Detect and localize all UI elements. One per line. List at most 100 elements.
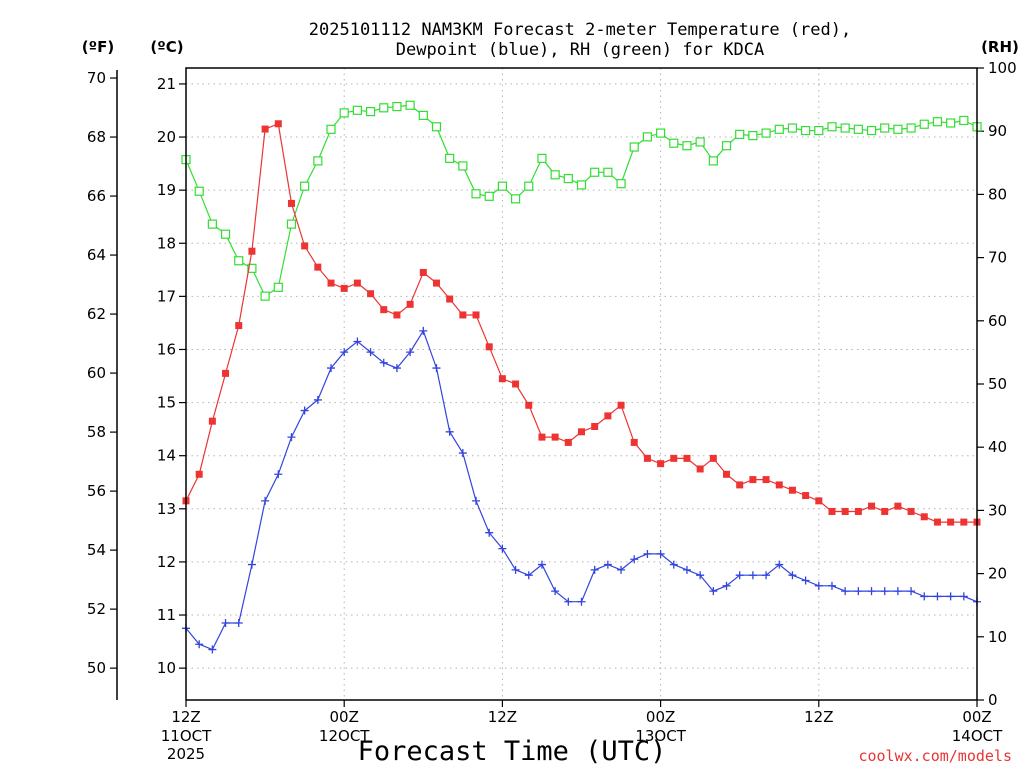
dewpoint-point [300, 406, 309, 415]
rh-series [181, 100, 982, 301]
fahrenheit-tick-label: 68 [87, 128, 106, 146]
dewpoint-point [656, 549, 665, 558]
rh-tick-label: 70 [988, 249, 1007, 267]
fahrenheit-tick-label: 50 [87, 659, 106, 677]
temperature-point [195, 470, 203, 478]
rh-point [405, 100, 415, 110]
rh-point [300, 181, 310, 191]
temperature-point [788, 486, 796, 494]
celsius-tick-label: 16 [157, 340, 176, 358]
rh-point [721, 141, 732, 151]
dewpoint-point [748, 571, 757, 580]
rh-point [510, 194, 521, 204]
temperature-point [657, 460, 665, 468]
rh-tick-label: 60 [988, 312, 1007, 330]
rh-point [787, 123, 798, 133]
temperature-point [907, 507, 915, 515]
dewpoint-point [287, 433, 296, 442]
rh-point [576, 180, 587, 190]
dewpoint-point [498, 544, 507, 553]
temperature-point [235, 322, 243, 330]
dewpoint-point [722, 581, 731, 590]
rh-point [669, 138, 679, 148]
temperature-point [301, 242, 309, 250]
rh-point [392, 101, 402, 112]
rh-point [260, 291, 270, 301]
rh-point [550, 170, 560, 180]
rh-point [352, 105, 362, 115]
temperature-point [459, 311, 467, 319]
rh-point [919, 119, 929, 129]
fahrenheit-tick-label: 60 [87, 364, 106, 382]
rh-point [365, 107, 376, 117]
temperature-point [538, 433, 546, 441]
grid-lines [186, 68, 977, 700]
rh-point [234, 256, 244, 266]
temperature-series [182, 120, 981, 526]
temperature-point [591, 422, 599, 430]
dewpoint-point [234, 618, 243, 627]
dewpoint-point [511, 565, 520, 574]
rh-point [893, 124, 903, 134]
temperature-point [617, 401, 625, 409]
axes: 10 11 12 13 14 15 16 17 18 19 20 21 50 52 54 56 58 60 62 64… [87, 59, 1017, 763]
celsius-tick-label: 15 [157, 394, 176, 412]
rh-point [866, 125, 877, 136]
temperature-point [551, 433, 559, 441]
rh-point [774, 124, 784, 134]
chart-title-line-2: Dewpoint (blue), RH (green) for KDCA [396, 40, 764, 60]
celsius-tick-label: 20 [157, 128, 176, 146]
dewpoint-point [709, 587, 718, 596]
rh-point [326, 124, 336, 134]
rh-point [932, 117, 943, 127]
dewpoint-point [762, 571, 771, 580]
temperature-point [762, 476, 770, 484]
temperature-point [723, 470, 731, 478]
rh-point [959, 115, 969, 126]
rh-tick-label: 30 [988, 501, 1007, 519]
rh-point [471, 189, 481, 199]
rh-point [946, 118, 956, 128]
celsius-tick-label: 21 [157, 75, 176, 93]
temperature-point [960, 518, 968, 526]
dewpoint-point [313, 395, 322, 404]
temperature-point [222, 369, 230, 377]
rh-point [642, 132, 653, 142]
dewpoint-point [643, 549, 652, 558]
celsius-tick-label: 10 [157, 659, 176, 677]
time-tick-label: 12Z [171, 708, 200, 726]
rh-point [735, 129, 745, 139]
celsius-tick-label: 17 [157, 287, 176, 305]
temperature-point [498, 375, 506, 383]
rh-tick-label: 20 [988, 565, 1007, 583]
dewpoint-point [432, 364, 441, 373]
fahrenheit-tick-label: 66 [87, 187, 106, 205]
rh-point [563, 174, 573, 184]
rh-point [840, 123, 850, 133]
temperature-point [406, 300, 414, 308]
rh-tick-label: 50 [988, 375, 1007, 393]
dewpoint-point [630, 555, 639, 564]
fahrenheit-tick-label: 54 [87, 541, 106, 559]
credit-text: coolwx.com/models [858, 747, 1012, 765]
dewpoint-point [946, 592, 955, 601]
celsius-tick-label: 13 [157, 500, 176, 518]
temperature-point [472, 311, 480, 319]
rh-unit-label: (RH) [981, 38, 1019, 56]
dewpoint-point [327, 364, 336, 373]
temperature-point [208, 417, 216, 425]
rh-point [590, 167, 600, 177]
rh-tick-label: 0 [988, 691, 998, 709]
dewpoint-point [195, 640, 204, 649]
dewpoint-point [590, 565, 599, 574]
dewpoint-point [577, 597, 586, 606]
temperature-point [393, 311, 401, 319]
rh-point [827, 122, 837, 132]
rh-point [207, 219, 217, 229]
dewpoint-point [247, 560, 256, 569]
dewpoint-point [274, 470, 283, 479]
temperature-point [933, 518, 941, 526]
dewpoint-point [880, 587, 889, 596]
temperature-point [367, 290, 375, 298]
